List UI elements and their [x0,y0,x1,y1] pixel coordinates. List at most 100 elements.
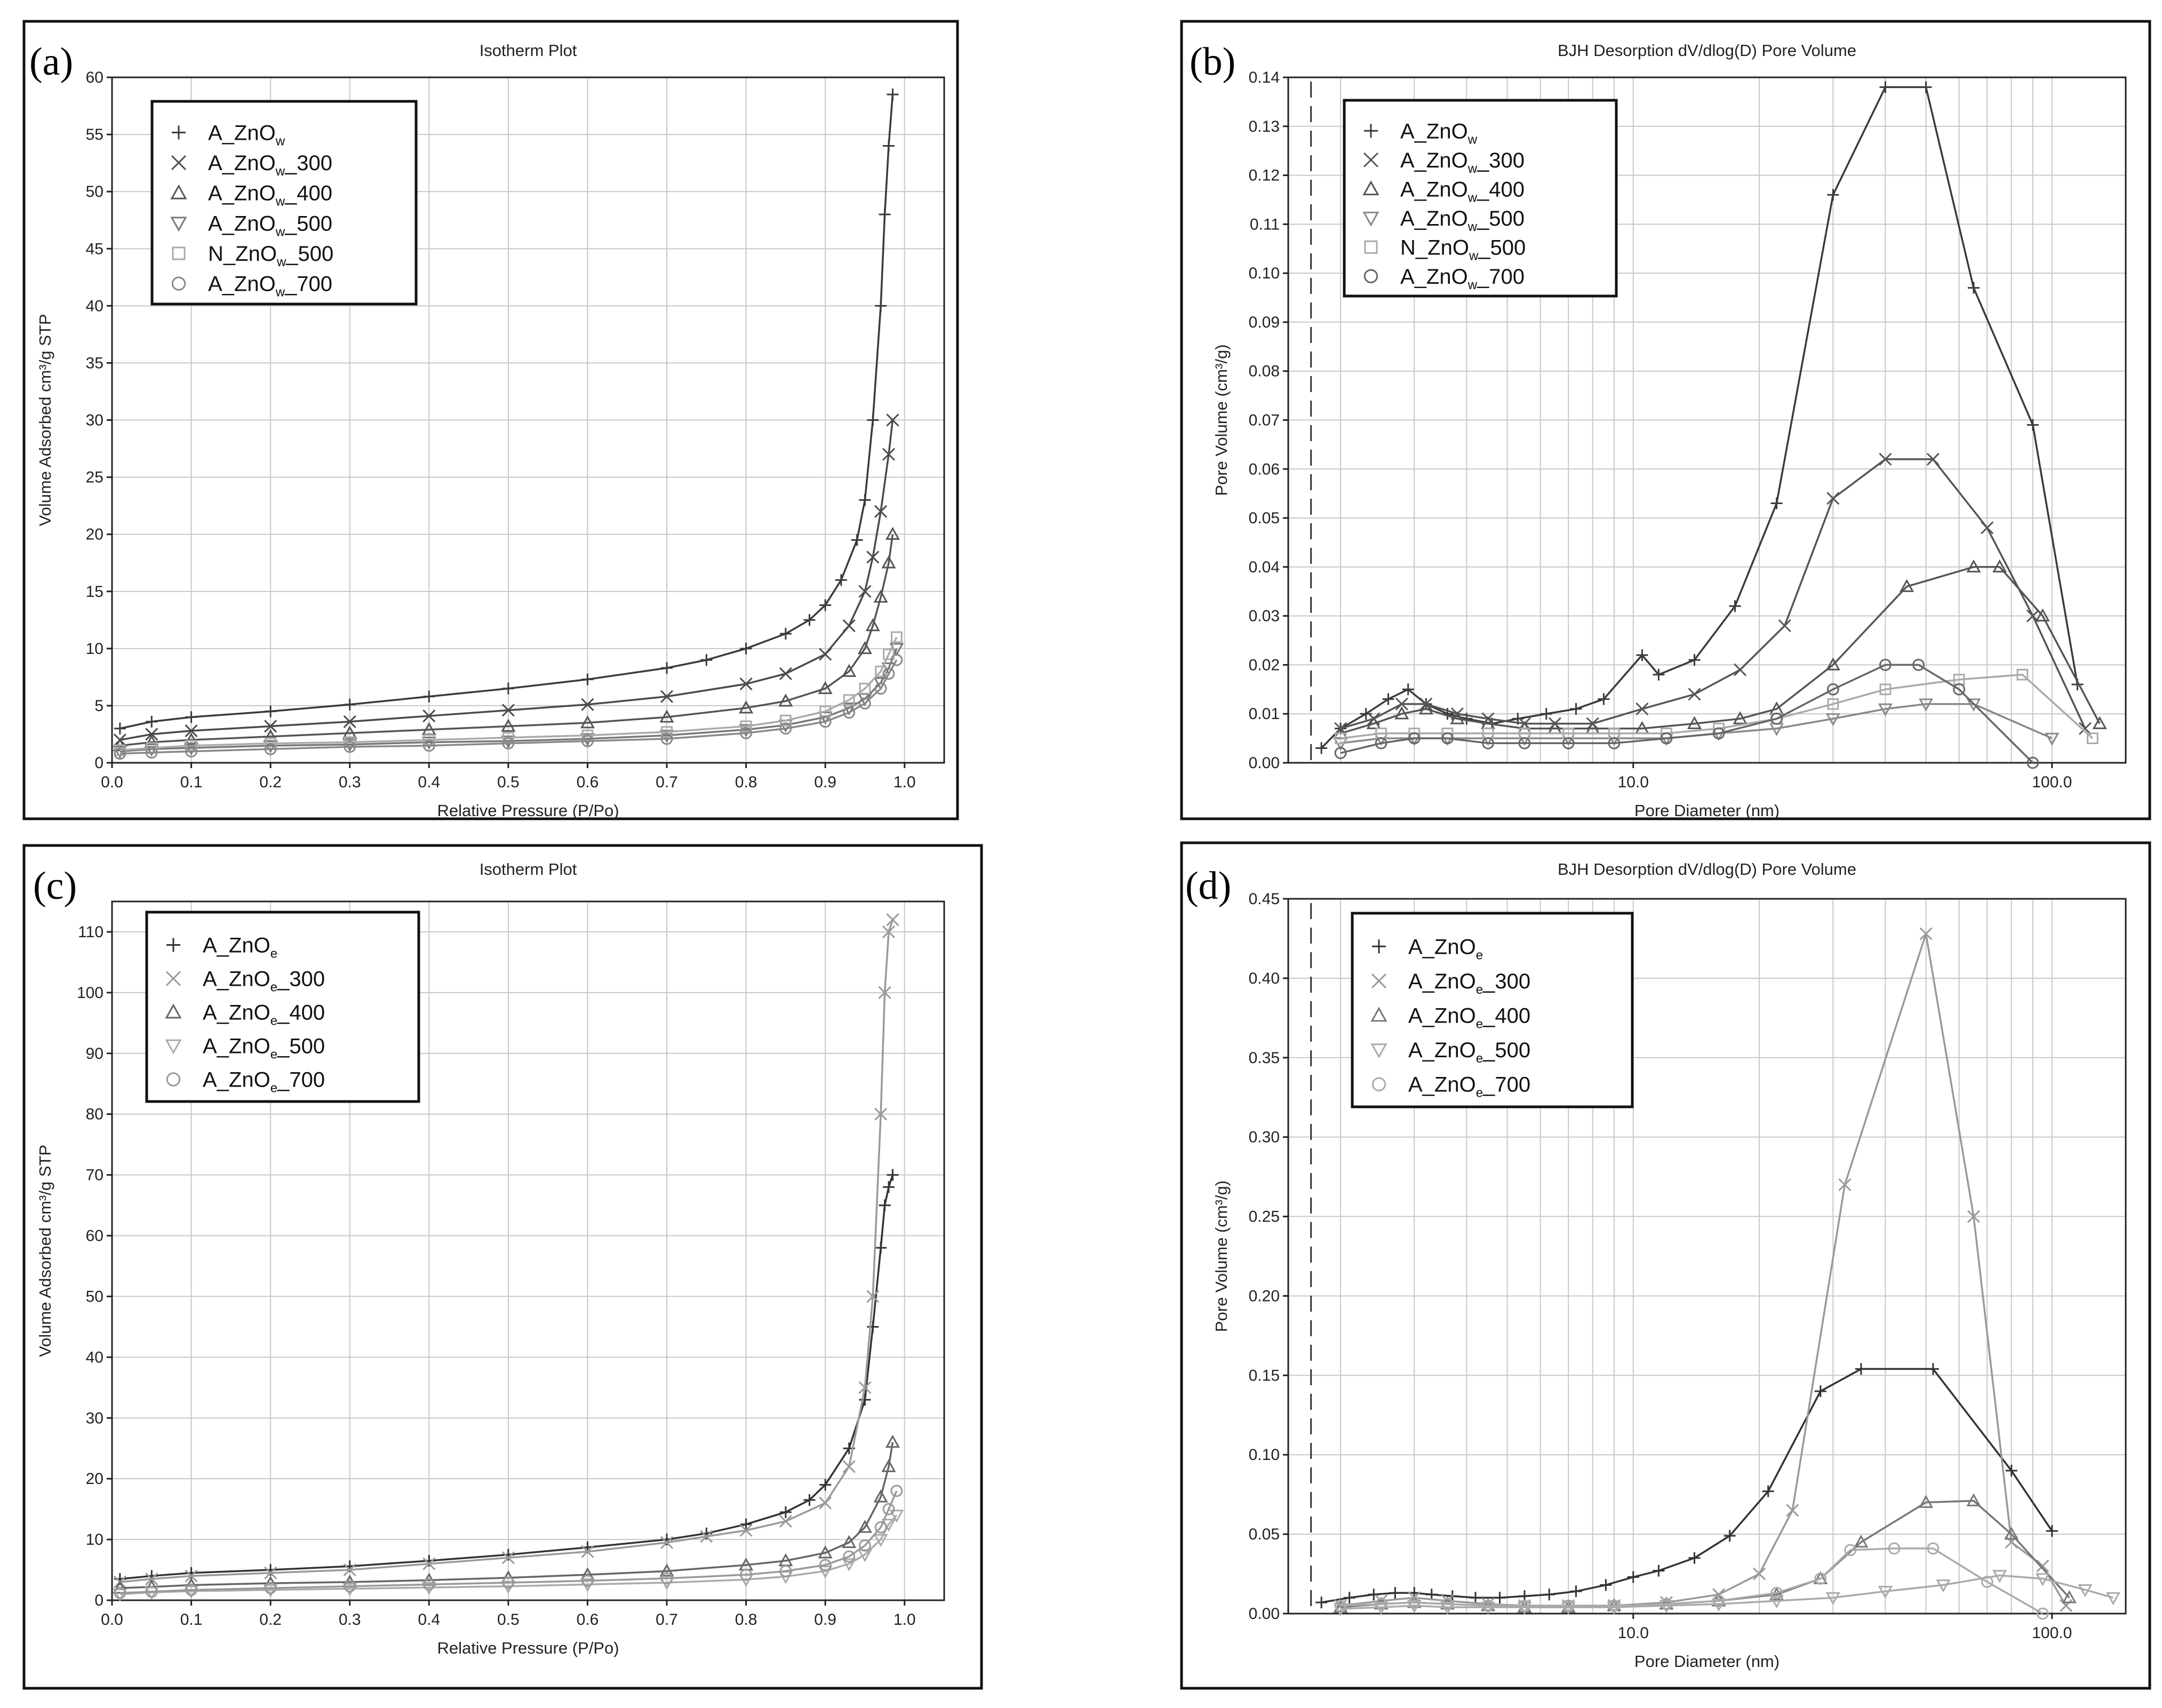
y-tick-label: 90 [86,1045,103,1063]
legend-marker [1370,1043,1387,1059]
data-point [145,1585,158,1598]
data-point [1878,703,1893,717]
data-point [779,627,792,640]
data-point [660,1572,673,1585]
x-tick-label: 0.5 [497,1611,520,1629]
data-point [1712,1594,1725,1607]
data-point [2027,756,2039,769]
y-tick-label: 0.02 [1249,656,1280,674]
legend-label: A_ZnOw_400 [1400,178,1525,205]
data-point [1967,1210,1980,1223]
series-line [1340,674,2094,739]
data-point [660,1536,674,1549]
legend-marker [171,276,186,291]
y-tick-label: 0 [94,1592,103,1609]
data-point [740,642,752,655]
data-point [1375,1598,1387,1610]
data-point [185,724,198,738]
x-tick-label: 0.7 [656,773,678,791]
data-point [581,1545,594,1558]
data-point [1936,1579,1951,1593]
chart-panel-d: 0.00 0.05 0.10 0.15 0.20 0.25 0.30 0.35 0.40 0.45… [1180,841,2151,1690]
data-point [887,1169,899,1181]
legend-label-base: A_ZnO [1408,935,1476,959]
y-tick-label: 20 [86,1470,103,1488]
data-point [886,913,899,927]
legend-item: A_ZnOe_300 [1371,970,1530,997]
legend-label-subscript: e [270,980,277,995]
x-tick-label: 0.2 [259,773,282,791]
data-point [2078,1584,2093,1598]
legend: A_ZnOwA_ZnOw_300A_ZnOw_400A_ZnOw_500N_Zn… [1343,99,1618,298]
legend-label: A_ZnOe_700 [203,1068,325,1096]
x-tick-label: 0.1 [180,1611,203,1629]
legend-item: N_ZnOw_500 [172,242,333,269]
data-point [114,1586,126,1599]
data-point [344,1580,356,1593]
x-tick-label: 100.0 [2032,773,2072,791]
data-point [1688,1552,1701,1564]
data-point [264,1566,277,1579]
plot-border [1287,898,2127,1615]
legend-label-suffix: _700 [1477,265,1525,289]
chart-panel-b: 0.00 0.01 0.02 0.03 0.04 0.05 0.06 0.07 0.08 0.09… [1180,20,2151,820]
series-line [119,420,894,741]
data-point [264,1582,277,1594]
data-point [1561,1601,1576,1615]
data-point [263,1584,278,1598]
data-point [879,1199,891,1211]
data-point [1480,1601,1496,1615]
data-point [1712,727,1725,740]
legend-label-suffix: _400 [277,1001,325,1025]
y-tick-label: 0.15 [1249,1367,1280,1384]
legend: A_ZnOeA_ZnOe_300A_ZnOe_400A_ZnOe_500A_Zn… [145,911,420,1103]
x-tick-label: 0.9 [814,773,836,791]
data-point [2005,1465,2017,1476]
data-point [422,739,435,752]
panel-label: (c) [33,864,77,908]
data-point [857,641,872,655]
data-point [1729,600,1741,612]
data-point [144,744,159,757]
legend-item: A_ZnOw_500 [170,212,332,239]
data-point [1855,1363,1867,1375]
legend-label-base: A_ZnO [1408,1073,1476,1097]
data-point [581,735,594,747]
legend-label: A_ZnOw_500 [1400,207,1525,234]
data-point [184,1585,199,1599]
x-tick-label: 0.0 [101,1611,123,1629]
data-point [883,648,895,660]
legend-label-base: A_ZnO [1400,265,1468,289]
y-tick-label: 30 [86,412,103,429]
data-point [859,682,871,695]
data-point [842,619,856,633]
data-point [874,1107,888,1121]
legend-label-subscript: w [275,225,285,239]
data-point [803,1494,816,1506]
data-point [1334,1599,1347,1612]
series-A_ZnOe [114,1169,899,1585]
data-point [1879,683,1892,696]
data-point [263,740,278,753]
legend-marker [166,938,180,952]
y-tick-label: 40 [86,1348,103,1366]
data-point [660,732,673,745]
legend-label-suffix: _300 [277,968,325,991]
data-point [1659,1600,1674,1614]
legend-box [145,911,420,1103]
legend-label: A_ZnOw_300 [208,151,332,179]
x-tick-label: 0.1 [180,773,203,791]
legend-label-subscript: e [1476,1017,1483,1032]
data-point [1636,702,1649,716]
data-point [875,1242,887,1254]
legend-label: A_ZnOe_500 [203,1035,325,1062]
legend-label: A_ZnOw [208,121,285,148]
legend-label-base: A_ZnO [203,968,270,991]
legend-item: A_ZnOe_700 [1371,1073,1530,1100]
legend-item: A_ZnOe [1372,935,1483,962]
y-tick-label: 0.05 [1249,1526,1280,1543]
data-point [1315,1597,1328,1609]
series-line [1340,664,2034,764]
legend-label-subscript: w [275,164,285,179]
